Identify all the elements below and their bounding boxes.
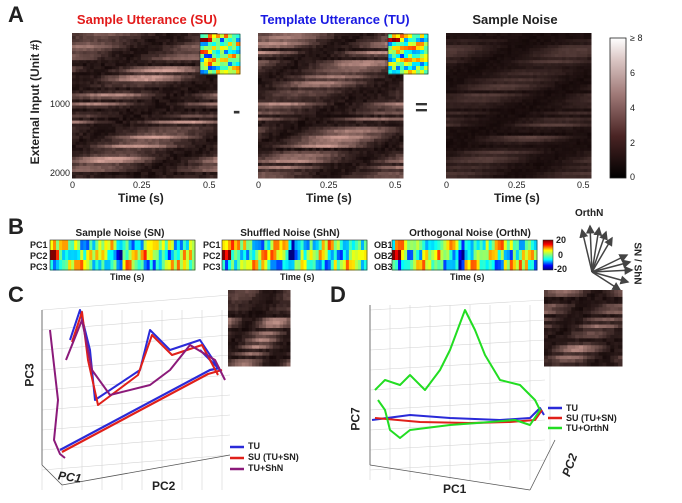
cbar-b-tick-0: 0 [558, 250, 564, 260]
xtick-a2-025: 0.25 [320, 180, 338, 190]
b1-row2: PC2 [30, 251, 48, 261]
b3-row2: OB2 [374, 251, 393, 261]
panel-c-xlabel: PC2 [152, 479, 176, 493]
panel-c-letter: C [8, 282, 24, 307]
panel-c-inset-spectrogram [228, 290, 291, 367]
xlabel-a3: Time (s) [494, 191, 540, 205]
xlabel-a1: Time (s) [118, 191, 164, 205]
noise-spectrogram [446, 33, 592, 179]
sn-title: Sample Noise (SN) [75, 228, 165, 239]
xtick-a1-0: 0 [70, 180, 76, 190]
b1-row1: PC1 [30, 240, 48, 250]
cbar-b-tick-m20: -20 [554, 264, 568, 274]
equals-symbol: = [415, 95, 428, 120]
b3-row3: OB3 [374, 262, 393, 272]
cbar-b-tick-20: 20 [556, 235, 567, 245]
cbar-a-tick-4: 4 [630, 103, 636, 113]
xtick-a2-05: 0.5 [389, 180, 402, 190]
legend-c-tushn: TU+ShN [248, 463, 284, 473]
b2-row1: PC1 [203, 240, 221, 250]
panel-d-ylabel: PC7 [348, 407, 363, 431]
orthn-pc-heatmap [391, 239, 538, 271]
panel-d-3d-trajectory [369, 299, 556, 491]
legend-d-su: SU (TU+SN) [566, 413, 617, 423]
xtick-a2-0: 0 [256, 180, 262, 190]
panel-c-legend-lines [230, 445, 244, 471]
sn-pc-heatmap [49, 239, 196, 271]
panel-d-letter: D [330, 282, 346, 307]
colorbar-b [542, 239, 554, 271]
orthogonality-vector-fan [579, 224, 634, 291]
xtick-a1-025: 0.25 [133, 180, 151, 190]
panel-a-letter: A [8, 2, 24, 27]
panel-c-3d-trajectory [41, 294, 231, 490]
su-title: Sample Utterance (SU) [76, 12, 218, 27]
xtick-a3-05: 0.5 [577, 180, 590, 190]
minus-symbol: - [233, 98, 241, 123]
cbar-a-tick-8: ≥ 8 [630, 33, 643, 43]
legend-c-su: SU (TU+SN) [248, 452, 299, 462]
b1-row3: PC3 [30, 262, 48, 272]
cbar-a-tick-0: 0 [630, 172, 636, 182]
ytick-1000: 1000 [50, 99, 71, 109]
panel-c-ylabel: PC3 [22, 363, 37, 387]
panel-a-ylabel: External Input (Unit #) [28, 39, 42, 165]
panel-d-legend-lines [548, 406, 562, 430]
b2-row3: PC3 [203, 262, 221, 272]
xlabel-a2: Time (s) [306, 191, 352, 205]
legend-d-tuorthn: TU+OrthN [566, 423, 609, 433]
legend-d-tu: TU [566, 403, 578, 413]
sample-noise-title: Sample Noise [472, 12, 558, 27]
shn-pc-heatmap [221, 239, 368, 271]
panel-d-inset-spectrogram [544, 290, 623, 367]
sn-shn-vector-label: SN / ShN [631, 242, 643, 285]
su-spectrogram [72, 33, 218, 179]
b2-row2: PC2 [203, 251, 221, 261]
cbar-a-tick-2: 2 [630, 138, 636, 148]
tu-title: Template Utterance (TU) [260, 12, 410, 27]
b1-xlabel: Time (s) [110, 272, 145, 282]
xtick-a3-0: 0 [444, 180, 450, 190]
xtick-a3-025: 0.25 [508, 180, 526, 190]
legend-c-tu: TU [248, 441, 260, 451]
xtick-a1-05: 0.5 [203, 180, 216, 190]
tu-inset-image [387, 33, 429, 75]
cbar-a-tick-6: 6 [630, 68, 636, 78]
orthn-title: Orthogonal Noise (OrthN) [409, 228, 531, 239]
su-inset-image [199, 33, 241, 75]
ytick-2000: 2000 [50, 168, 71, 178]
tu-spectrogram [258, 33, 404, 179]
orthn-vector-label: OrthN [575, 208, 604, 219]
colorbar-a [609, 37, 627, 179]
panel-b-letter: B [8, 214, 24, 239]
b3-xlabel: Time (s) [450, 272, 485, 282]
b3-row1: OB1 [374, 240, 393, 250]
b2-xlabel: Time (s) [280, 272, 315, 282]
panel-d-xlabel: PC1 [443, 482, 467, 496]
shn-title: Shuffled Noise (ShN) [240, 228, 340, 239]
